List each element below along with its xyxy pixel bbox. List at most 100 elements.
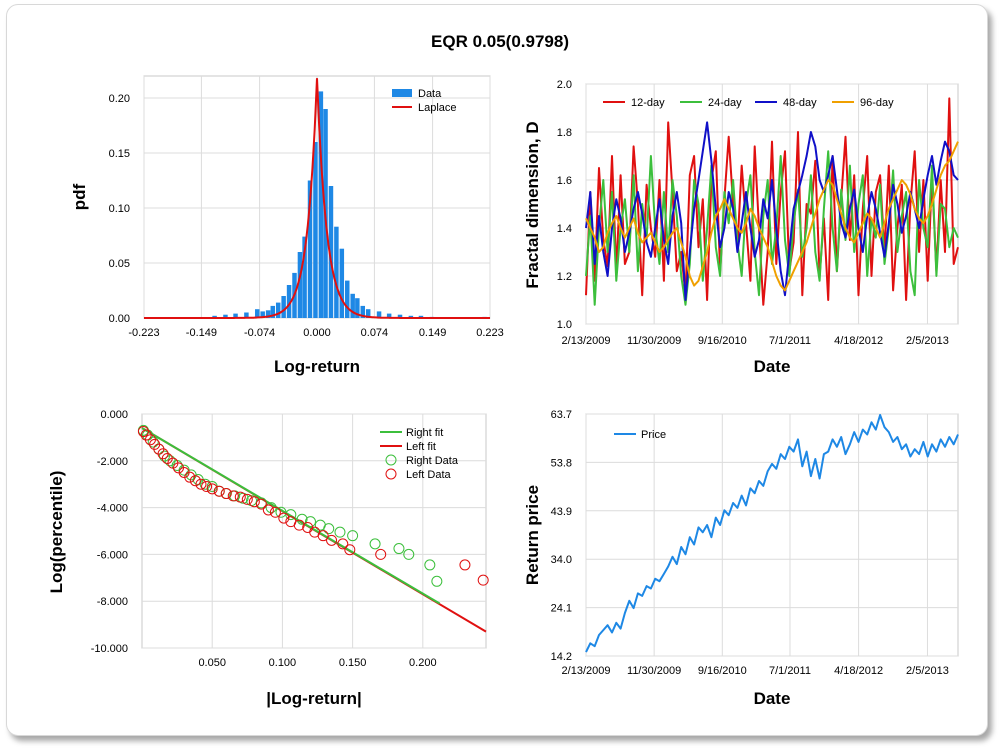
left-data-point — [206, 483, 218, 495]
left-data-point — [255, 498, 267, 510]
right-data-point — [296, 513, 308, 525]
y-axis-label: Fractal dimension, D — [523, 121, 542, 288]
histogram-bar — [318, 91, 324, 319]
series-line — [585, 121, 959, 301]
histogram-bar — [345, 280, 350, 318]
right-data-point — [369, 538, 381, 550]
left-data-point — [293, 519, 305, 531]
histogram-bar — [386, 313, 392, 318]
right-data-point — [431, 575, 443, 587]
left-data-point — [137, 426, 149, 438]
x-tick-label: 2/5/2013 — [906, 665, 949, 677]
x-tick-label: 4/18/2012 — [834, 665, 883, 677]
left-data-point — [317, 530, 329, 542]
right-data-point — [323, 523, 335, 535]
legend-label: Laplace — [418, 102, 457, 114]
histogram-bar — [360, 305, 366, 318]
left-data-point — [375, 548, 387, 560]
histogram-bar — [281, 296, 286, 318]
left-data-point — [337, 538, 349, 550]
histogram-bar — [302, 236, 307, 318]
y-axis-label: Log(percentile) — [47, 471, 66, 594]
x-tick-label: 0.100 — [269, 657, 297, 669]
legend-label: 48-day — [783, 97, 817, 109]
y-tick-label: -10.000 — [91, 643, 128, 655]
x-tick-label: 9/16/2010 — [698, 665, 747, 677]
y-tick-label: 1.4 — [557, 223, 572, 235]
y-tick-label: 24.1 — [551, 603, 572, 615]
histogram-bar — [297, 252, 303, 318]
left-data-point — [184, 471, 196, 483]
legend-swatch-right-data — [385, 454, 397, 466]
right-data-point — [347, 530, 359, 542]
histogram-bar — [270, 305, 276, 318]
left-data-point — [213, 485, 225, 497]
histogram-bar — [212, 315, 217, 318]
left-data-point — [227, 490, 239, 502]
histogram-bar — [260, 311, 265, 318]
x-axis-label: Log-return — [274, 357, 360, 376]
histogram-bar — [286, 285, 292, 318]
right-data-point — [285, 509, 297, 521]
x-tick-label: -0.149 — [186, 327, 217, 339]
page-title: EQR 0.05(0.9798) — [431, 32, 569, 51]
histogram-bar — [313, 142, 318, 318]
histogram-bar — [275, 302, 281, 318]
x-tick-label: 0.223 — [476, 327, 504, 339]
histogram-bar — [376, 311, 382, 318]
histogram-bar — [255, 309, 260, 318]
legend-label: Price — [641, 429, 666, 441]
laplace-fit-line — [144, 78, 490, 319]
y-tick-label: -6.000 — [97, 549, 128, 561]
legend-swatch-data — [392, 89, 412, 97]
left-data-point — [248, 496, 260, 508]
right-data-point — [393, 543, 405, 555]
x-tick-label: -0.223 — [128, 327, 159, 339]
histogram-bar — [244, 312, 249, 318]
y-axis-label: pdf — [70, 183, 89, 210]
y-tick-label: 0.000 — [100, 409, 128, 421]
x-tick-label: 9/16/2010 — [698, 335, 747, 347]
histogram-bar — [334, 226, 339, 318]
y-tick-label: 63.7 — [551, 409, 572, 421]
chart-frame — [6, 4, 988, 736]
plot-area — [585, 413, 959, 657]
y-tick-label: 0.00 — [109, 313, 130, 325]
right-data-point — [304, 516, 316, 528]
left-data-point — [189, 475, 201, 487]
y-tick-label: 0.20 — [109, 93, 130, 105]
x-tick-label: 2/13/2009 — [562, 665, 611, 677]
histogram-bar — [408, 315, 414, 318]
right-data-point — [403, 548, 415, 560]
legend-label: Left fit — [406, 441, 436, 453]
left-data-point — [344, 544, 356, 556]
left-data-point — [262, 504, 274, 516]
x-tick-label: 7/1/2011 — [769, 665, 811, 677]
histogram-bar — [355, 298, 360, 318]
left-data-point — [234, 491, 246, 503]
y-tick-label: 0.05 — [109, 258, 130, 270]
left-data-point — [269, 506, 281, 518]
legend-label: 24-day — [708, 97, 742, 109]
legend-swatch-left-data — [385, 468, 397, 480]
legend-label: 96-day — [860, 97, 894, 109]
series-line — [585, 141, 959, 292]
price-chart: 63.7 53.8 43.9 34.0 24.1 14.2 2/13/2009 11/30/2… — [523, 409, 959, 708]
y-tick-label: 1.2 — [557, 271, 572, 283]
x-tick-label: 0.050 — [198, 657, 226, 669]
x-axis-label: |Log-return| — [266, 689, 361, 708]
legend-label: Right Data — [406, 455, 459, 467]
y-tick-label: 0.10 — [109, 203, 130, 215]
right-data-point — [147, 436, 159, 448]
histogram-bar — [265, 310, 271, 318]
right-data-point — [424, 559, 436, 571]
left-data-point — [278, 512, 290, 524]
x-tick-label: 0.000 — [303, 327, 331, 339]
left-data-point — [326, 534, 338, 546]
y-tick-label: 43.9 — [551, 506, 572, 518]
left-data-point — [201, 481, 213, 493]
x-tick-label: 2/13/2009 — [562, 335, 611, 347]
histogram-bar — [418, 315, 424, 318]
series-line — [585, 97, 959, 306]
y-tick-label: -8.000 — [97, 596, 128, 608]
